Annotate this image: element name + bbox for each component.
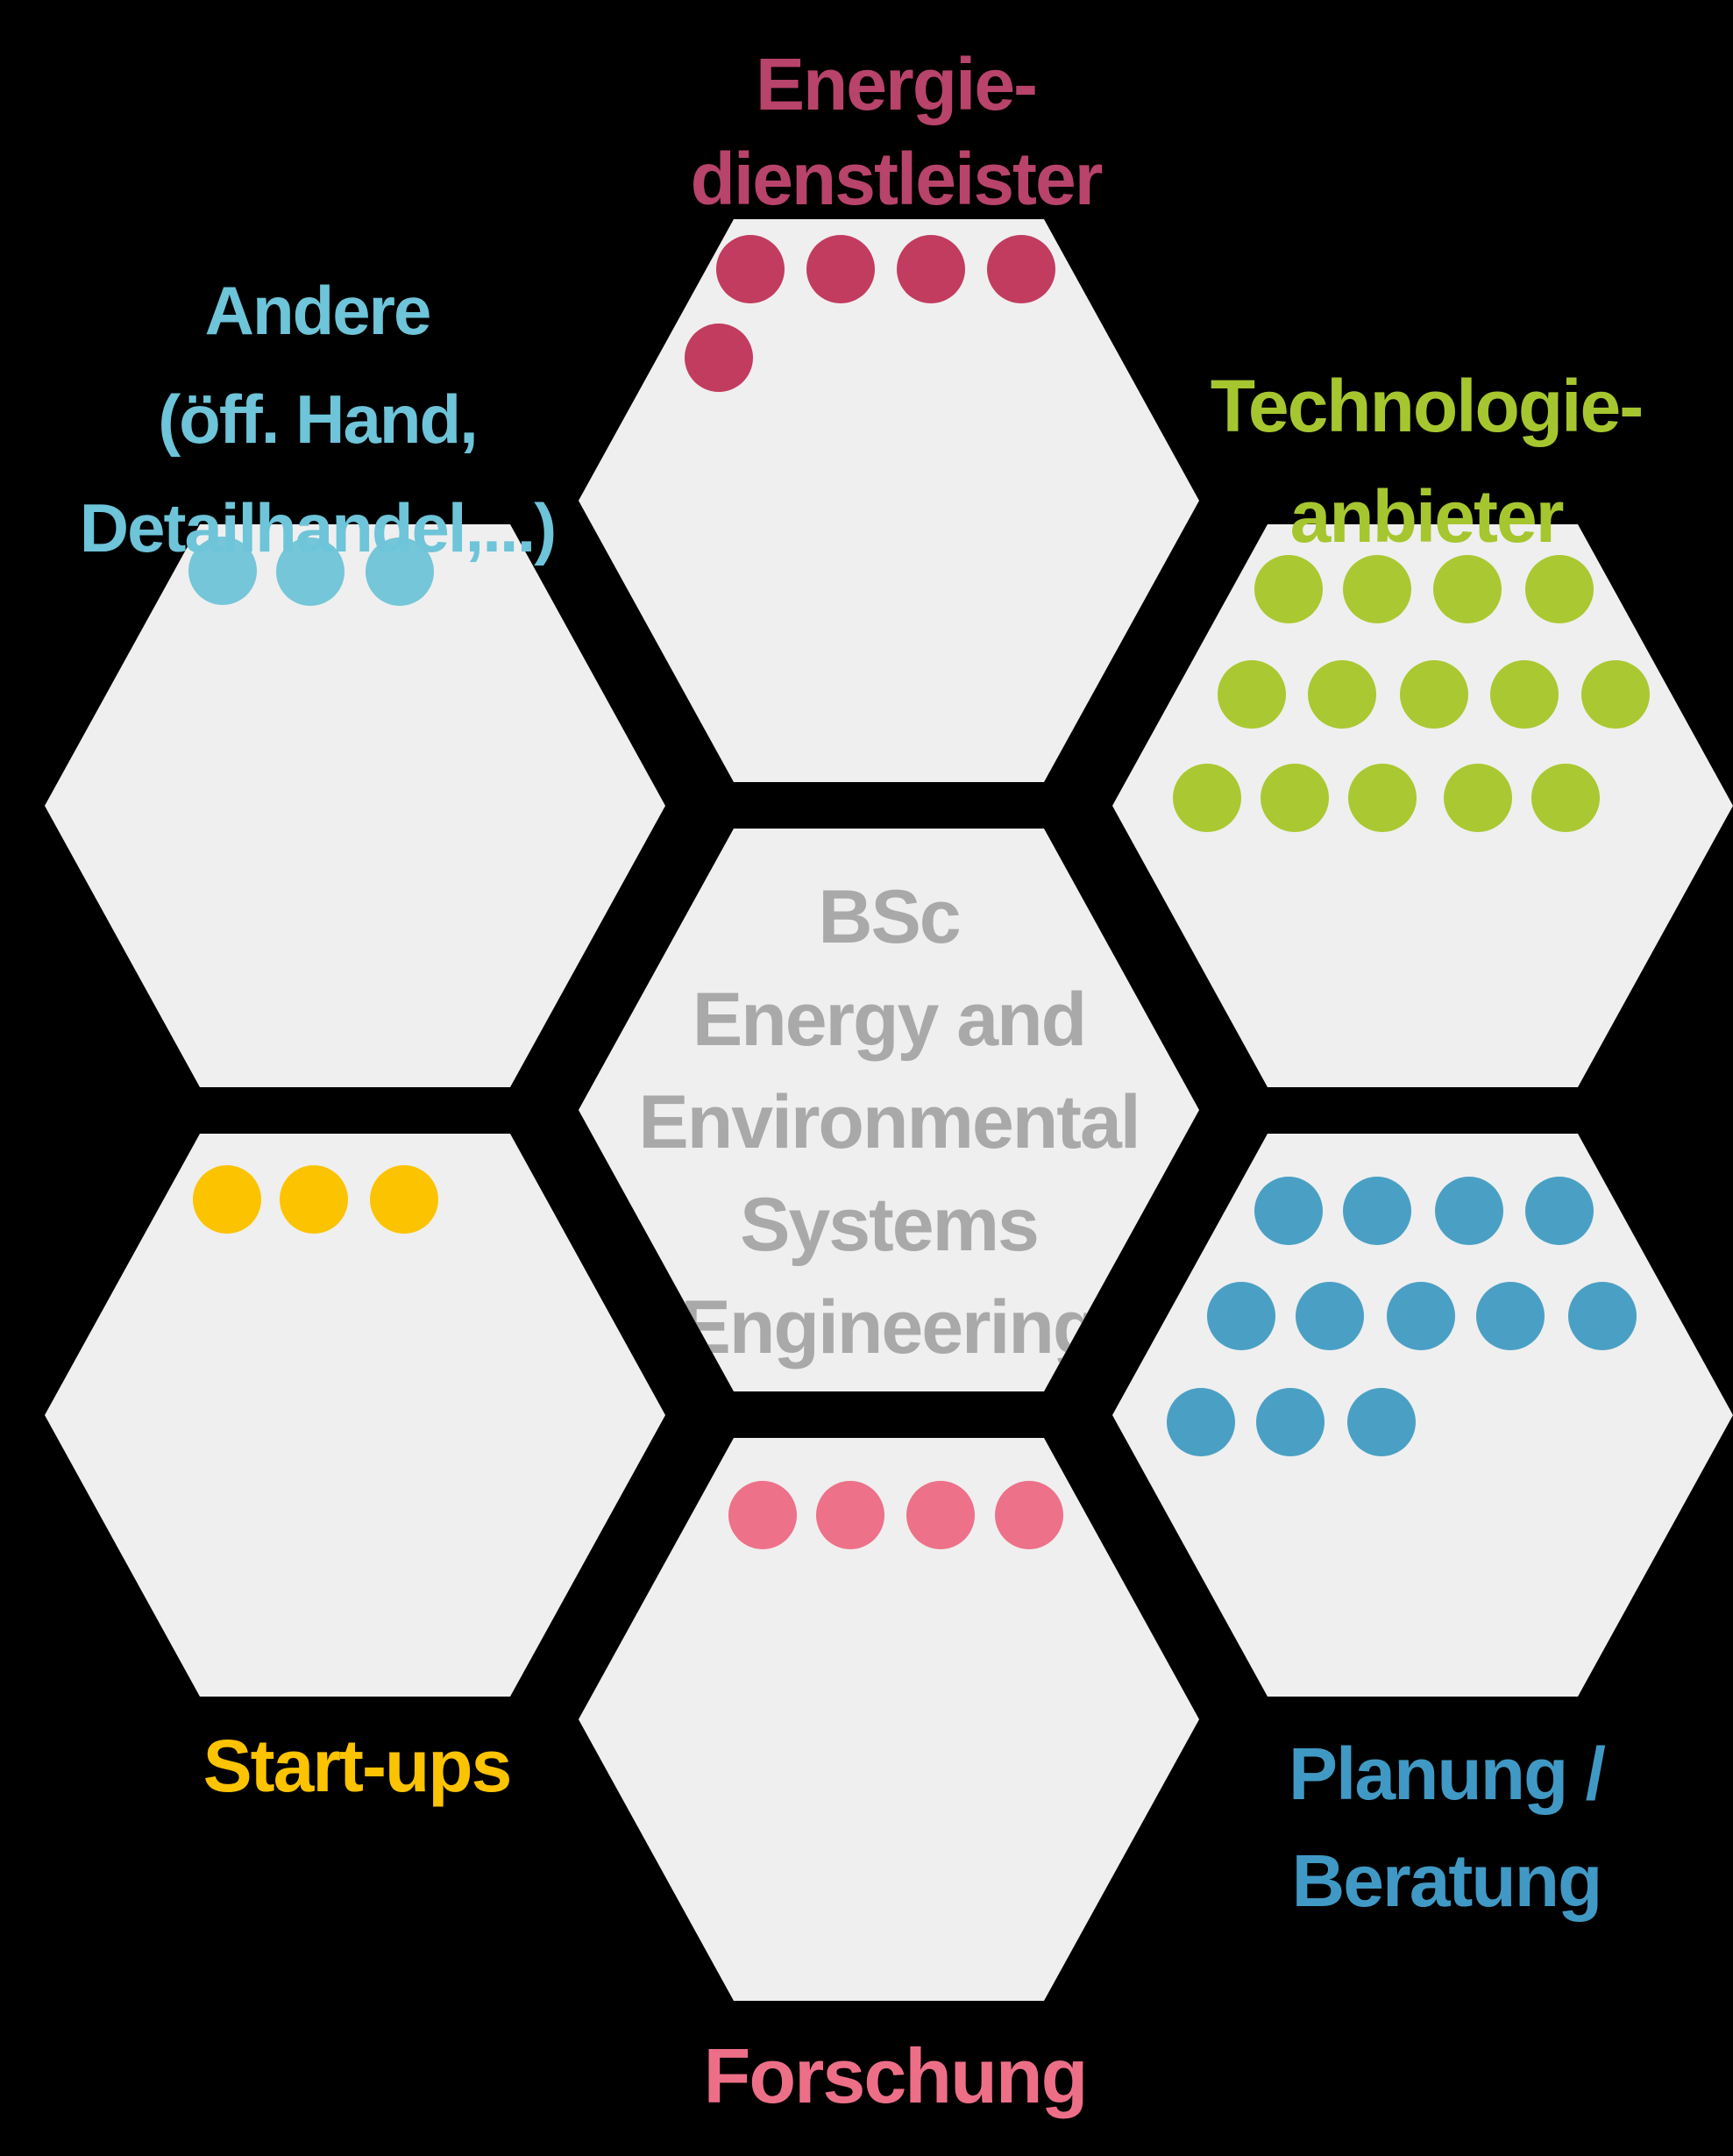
hexagon-planungberatung <box>1112 1134 1733 1697</box>
label-forschung-line: Forschung <box>703 2032 1089 2119</box>
planungberatung-dot <box>1343 1177 1411 1245</box>
technologieanbieter-dot <box>1531 764 1600 832</box>
label-technologieanbieter-line: Technologie- <box>1210 365 1644 447</box>
energiedienstleister-dot <box>716 235 785 303</box>
startups-dot <box>370 1165 438 1234</box>
label-andere-line: Andere <box>204 272 432 349</box>
label-energiedienstleister: Energie-dienstleister <box>690 37 1104 226</box>
technologieanbieter-dot <box>1581 660 1650 729</box>
forschung-dot <box>728 1481 797 1549</box>
energiedienstleister-dot <box>685 324 753 392</box>
label-andere-line: Detailhandel,...) <box>79 489 557 566</box>
energiedienstleister-dot <box>897 235 965 303</box>
energiedienstleister-dot <box>806 235 875 303</box>
label-planungberatung: Planung / Beratung <box>1289 1720 1606 1934</box>
center-text-line: Systems <box>740 1182 1040 1267</box>
forschung-dot <box>816 1481 884 1549</box>
planungberatung-dot <box>1347 1388 1416 1456</box>
planungberatung-dot <box>1296 1282 1364 1350</box>
center-text-line: Engineering <box>680 1284 1099 1370</box>
hexagon-forschung <box>579 1438 1199 2001</box>
planungberatung-dot <box>1476 1282 1545 1350</box>
center-text-line: Energy and <box>692 977 1087 1062</box>
technologieanbieter-dot <box>1490 660 1559 729</box>
label-startups: Start-ups <box>202 1720 513 1811</box>
energiedienstleister-dot <box>987 235 1055 303</box>
planungberatung-dot <box>1435 1177 1503 1245</box>
technologieanbieter-dot <box>1218 660 1286 729</box>
technologieanbieter-dot <box>1400 660 1468 729</box>
technologieanbieter-dot <box>1173 764 1241 832</box>
label-energiedienstleister-line: Energie- <box>755 43 1038 125</box>
hexagon-startups <box>45 1134 665 1697</box>
center-text-line: BSc <box>818 874 961 959</box>
technologieanbieter-dot <box>1254 555 1323 623</box>
andere-dot <box>188 537 257 605</box>
hexagon-andere <box>45 524 665 1087</box>
hexagon-bsc-program: BSc Energy and Environmental Systems Eng… <box>579 829 1199 1391</box>
planungberatung-dot <box>1167 1388 1235 1456</box>
technologieanbieter-dot <box>1444 764 1512 832</box>
andere-dot <box>366 537 434 606</box>
label-planungberatung-line: Beratung <box>1291 1839 1603 1922</box>
technologieanbieter-dot <box>1348 764 1417 832</box>
planungberatung-dot <box>1568 1282 1637 1350</box>
technologieanbieter-dot <box>1261 764 1329 832</box>
technologieanbieter-dot <box>1308 660 1376 729</box>
startups-dot <box>193 1165 261 1234</box>
planungberatung-dot <box>1254 1177 1323 1245</box>
forschung-dot <box>906 1481 975 1549</box>
technologieanbieter-dot <box>1433 555 1502 623</box>
hexagon-energiedienstleister <box>579 219 1199 782</box>
label-forschung: Forschung <box>703 2031 1089 2122</box>
planungberatung-dot <box>1256 1388 1325 1456</box>
label-technologieanbieter-line: anbieter <box>1289 475 1565 558</box>
label-technologieanbieter: Technologie-anbieter <box>1210 351 1644 572</box>
label-planungberatung-line: Planung / <box>1289 1733 1606 1815</box>
label-andere-line: (öff. Hand, <box>158 381 479 458</box>
andere-dot <box>276 537 344 606</box>
label-energiedienstleister-line: dienstleister <box>690 138 1104 220</box>
technologieanbieter-dot <box>1343 555 1411 623</box>
label-andere: Andere (öff. Hand, Detailhandel,...) <box>79 256 557 582</box>
label-startups-line: Start-ups <box>202 1725 513 1807</box>
planungberatung-dot <box>1207 1282 1275 1350</box>
technologieanbieter-dot <box>1525 555 1594 623</box>
startups-dot <box>280 1165 348 1234</box>
forschung-dot <box>995 1481 1063 1549</box>
planungberatung-dot <box>1525 1177 1594 1245</box>
planungberatung-dot <box>1387 1282 1455 1350</box>
center-text-line: Environmental <box>638 1079 1140 1164</box>
hexagon-technologieanbieter <box>1112 524 1733 1087</box>
